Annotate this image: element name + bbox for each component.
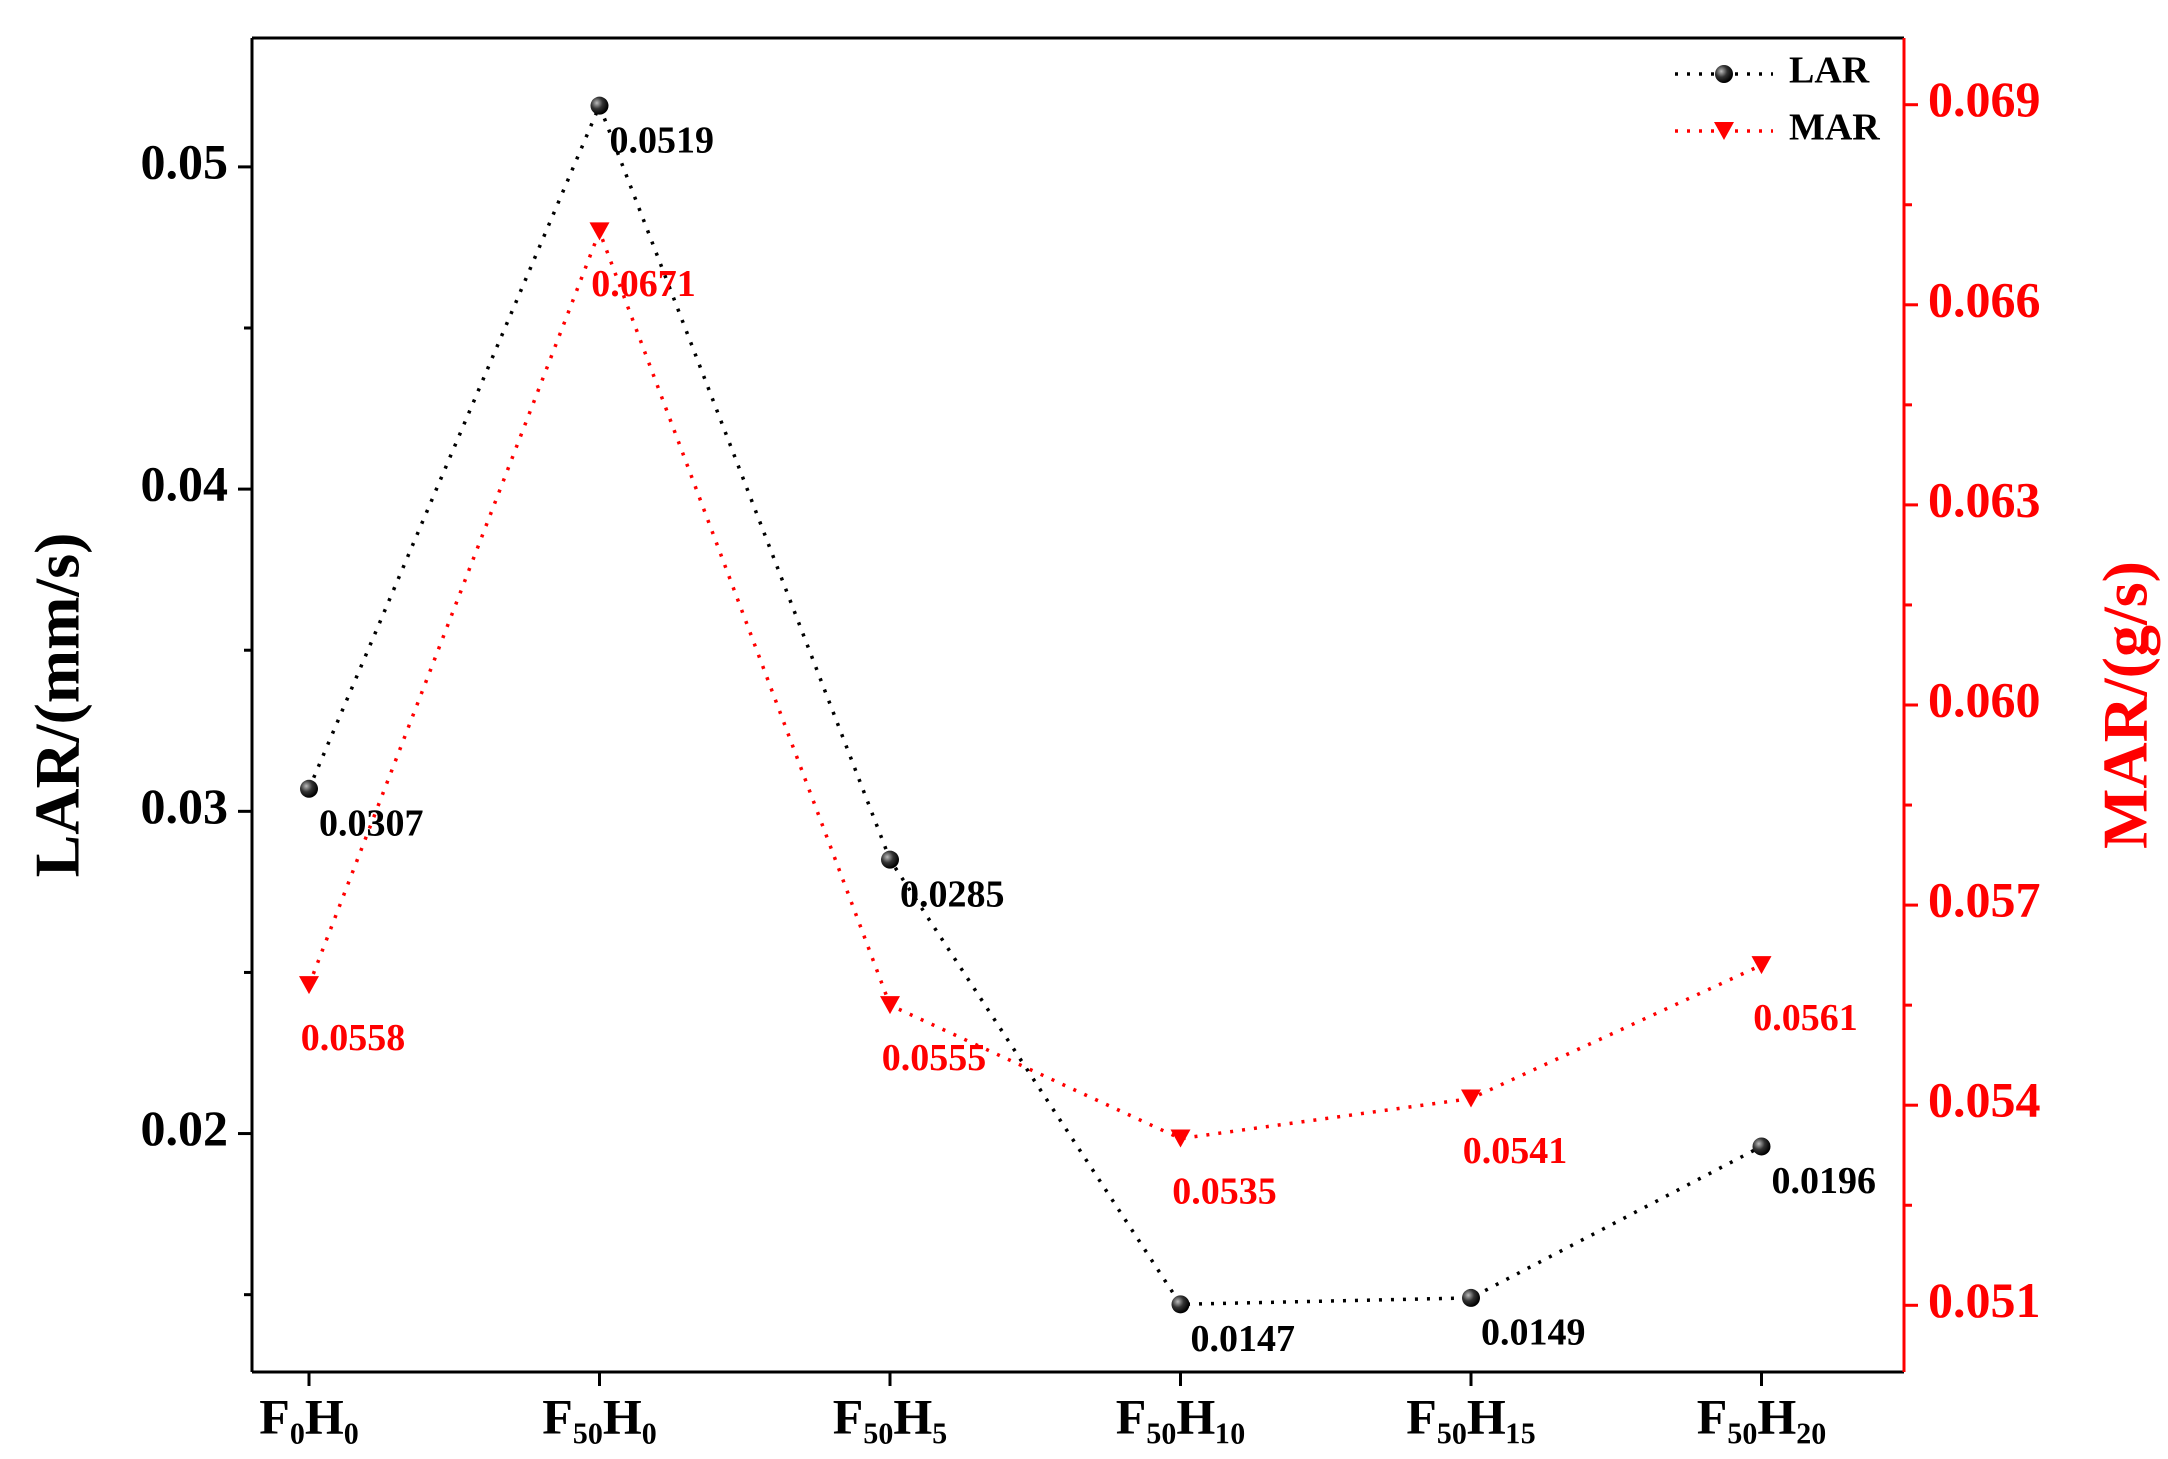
- data-label: 0.0285: [900, 873, 1005, 915]
- data-point: [1751, 956, 1772, 975]
- legend-label: LAR: [1789, 50, 1870, 92]
- data-point: [300, 779, 318, 798]
- data-label: 0.0541: [1463, 1130, 1568, 1172]
- y2-tick-label: 0.069: [1928, 71, 2041, 127]
- data-point: [1171, 1295, 1190, 1314]
- y2-tick-label: 0.063: [1928, 471, 2041, 527]
- y2-tick-label: 0.066: [1928, 271, 2041, 327]
- y2-axis-title: MAR/(g/s): [2090, 561, 2161, 849]
- x-tick-label: F₀H₀: [259, 1388, 358, 1444]
- y-tick-label: 0.04: [141, 456, 229, 512]
- data-label: 0.0196: [1772, 1160, 1877, 1202]
- data-point: [1170, 1129, 1191, 1148]
- data-label: 0.0307: [319, 802, 424, 844]
- y2-tick-label: 0.054: [1928, 1072, 2041, 1128]
- data-label: 0.0149: [1481, 1312, 1586, 1354]
- x-tick-label: F₅₀H₅: [833, 1388, 947, 1444]
- y-tick-label: 0.02: [141, 1100, 229, 1156]
- legend-marker: [1714, 122, 1734, 140]
- data-point: [1461, 1089, 1481, 1108]
- legend-marker: [1715, 65, 1733, 83]
- series-line: [307, 226, 1763, 1141]
- y2-tick-label: 0.060: [1928, 671, 2041, 727]
- data-label: 0.0671: [591, 263, 696, 305]
- data-label: 0.0558: [301, 1017, 406, 1059]
- data-label: 0.0519: [610, 119, 715, 161]
- data-label: 0.0555: [882, 1037, 987, 1079]
- data-label: 0.0535: [1172, 1170, 1277, 1212]
- y2-tick-label: 0.051: [1928, 1272, 2041, 1328]
- y-tick-label: 0.03: [141, 778, 229, 834]
- data-point: [880, 996, 900, 1015]
- x-tick-label: F₅₀H₁₀: [1116, 1388, 1245, 1444]
- data-point: [881, 850, 899, 869]
- data-point: [1752, 1137, 1771, 1156]
- data-point: [589, 222, 610, 241]
- data-point: [1462, 1288, 1480, 1307]
- series-line: [307, 101, 1763, 1307]
- data-point: [590, 96, 609, 115]
- y2-tick-label: 0.057: [1928, 872, 2041, 928]
- data-label: 0.0147: [1191, 1318, 1296, 1360]
- y-axis-title: LAR/(mm/s): [22, 533, 93, 878]
- legend-label: MAR: [1789, 107, 1880, 149]
- x-tick-label: F₅₀H₂₀: [1697, 1388, 1826, 1444]
- x-tick-label: F₅₀H₁₅: [1406, 1388, 1535, 1444]
- data-label: 0.0561: [1753, 997, 1858, 1039]
- y-tick-label: 0.05: [141, 133, 229, 189]
- x-tick-label: F₅₀H₀: [542, 1388, 656, 1444]
- data-point: [299, 976, 319, 995]
